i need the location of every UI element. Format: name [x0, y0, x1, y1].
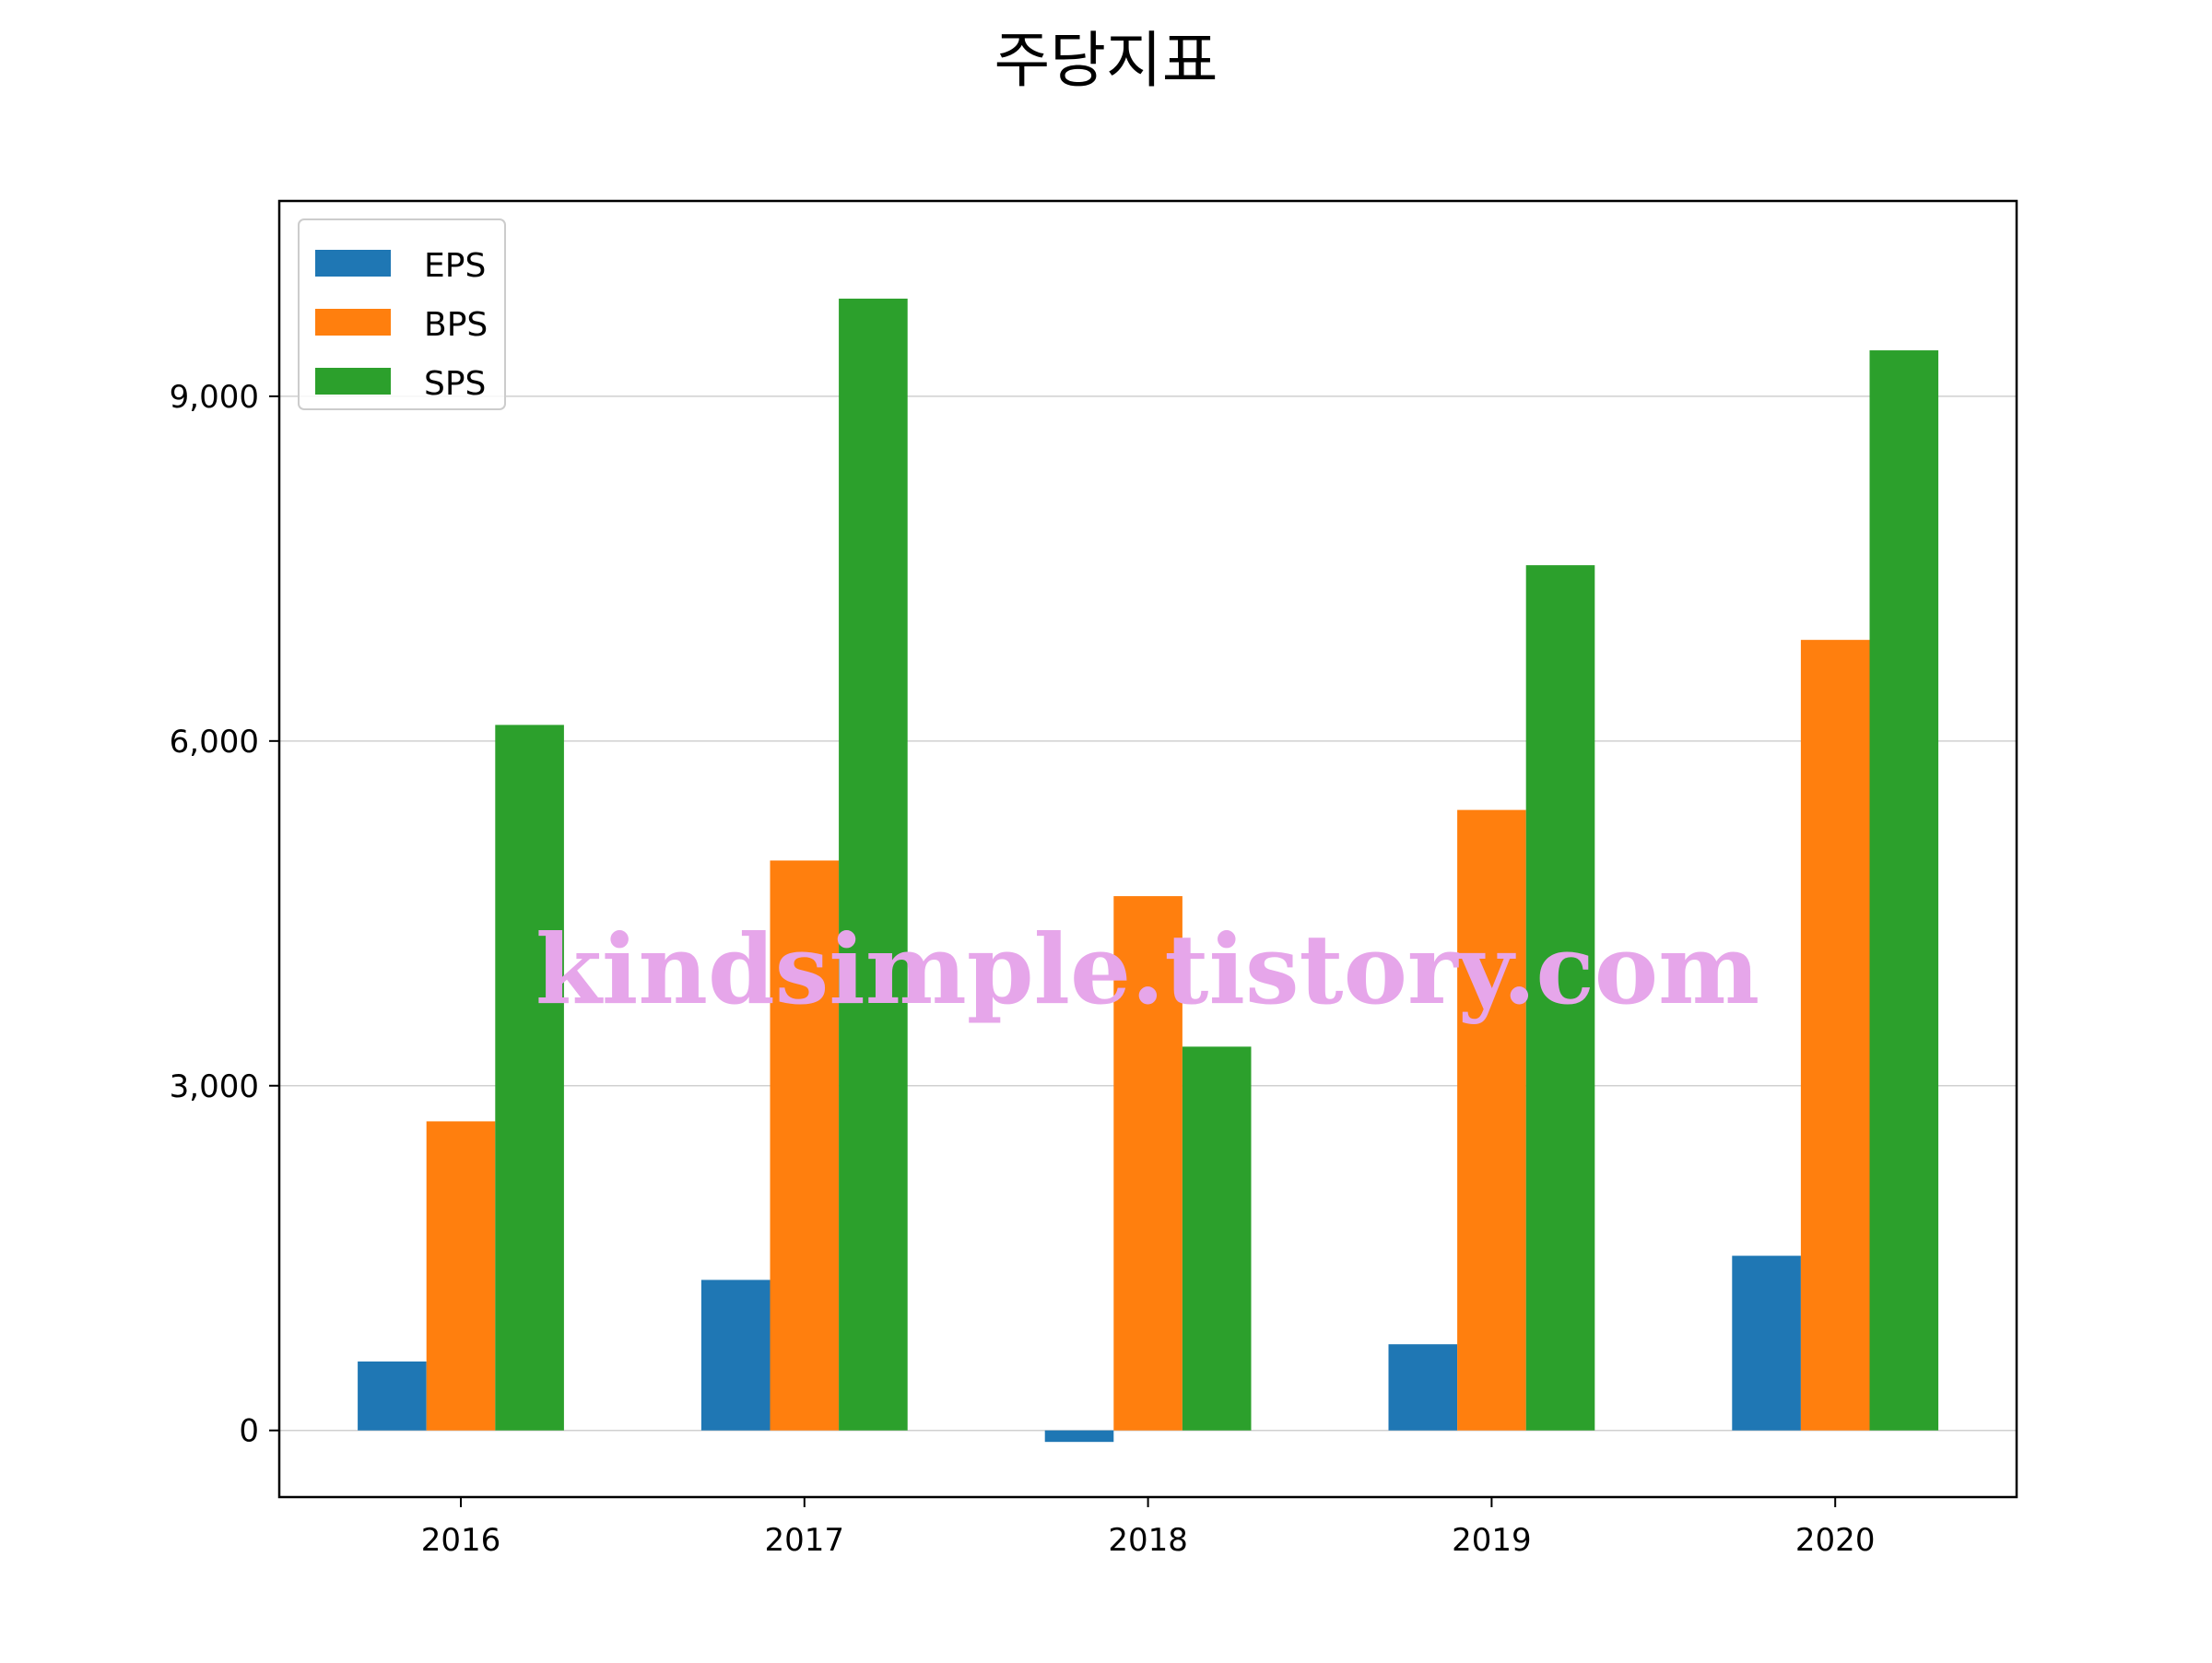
- legend-label-bps: BPS: [424, 306, 488, 344]
- watermark: kindsimple.tistory.com: [535, 913, 1759, 1026]
- x-tick-label: 2019: [1452, 1522, 1532, 1559]
- legend-swatch-eps: [315, 250, 391, 277]
- bar-eps-2019: [1388, 1344, 1458, 1431]
- bar-bps-2020: [1800, 640, 1870, 1431]
- bar-bps-2017: [770, 860, 840, 1431]
- bar-eps-2017: [700, 1280, 771, 1431]
- legend-label-eps: EPS: [424, 247, 486, 285]
- bar-bps-2018: [1113, 896, 1182, 1431]
- x-tick-label: 2018: [1108, 1522, 1188, 1559]
- legend-label-sps: SPS: [424, 365, 486, 403]
- bar-sps-2018: [1182, 1046, 1252, 1431]
- y-tick-label: 9,000: [170, 379, 259, 416]
- x-tick-label: 2017: [765, 1522, 845, 1559]
- bar-eps-2016: [358, 1361, 427, 1431]
- legend-swatch-sps: [315, 368, 391, 395]
- axes: 0 3,000 6,000 9,000 2016 2017 2018 2019 2020: [170, 379, 1876, 1559]
- legend-swatch-bps: [315, 309, 391, 336]
- legend: EPS BPS SPS: [298, 218, 506, 410]
- y-tick-label: 0: [239, 1413, 259, 1450]
- y-tick-label: 6,000: [170, 724, 259, 761]
- bar-eps-2018: [1044, 1430, 1114, 1443]
- bar-bps-2019: [1457, 809, 1526, 1431]
- bar-sps-2016: [495, 725, 564, 1431]
- x-tick-label: 2016: [421, 1522, 501, 1559]
- bar-sps-2019: [1525, 565, 1595, 1431]
- y-tick-label: 3,000: [170, 1068, 259, 1105]
- bar-bps-2016: [426, 1121, 496, 1431]
- bar-eps-2020: [1732, 1256, 1801, 1431]
- bars: [358, 298, 1939, 1443]
- x-tick-label: 2020: [1795, 1522, 1876, 1559]
- bar-sps-2020: [1869, 350, 1939, 1431]
- chart-title: 주당지표: [994, 25, 1218, 96]
- bar-sps-2017: [839, 298, 908, 1431]
